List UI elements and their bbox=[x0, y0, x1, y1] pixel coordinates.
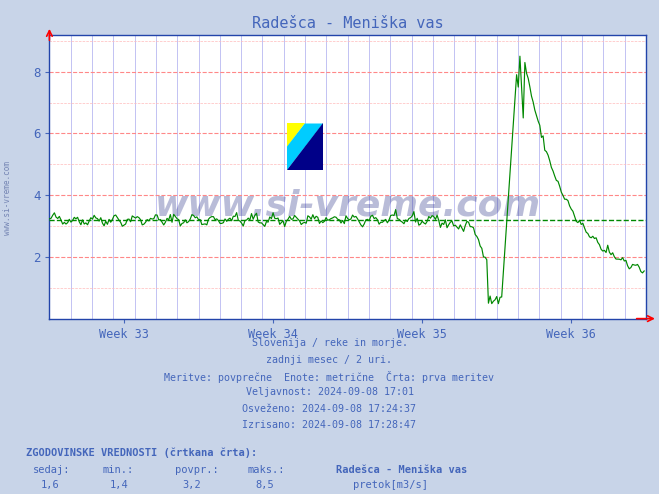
Text: maks.:: maks.: bbox=[247, 465, 285, 475]
Text: Izrisano: 2024-09-08 17:28:47: Izrisano: 2024-09-08 17:28:47 bbox=[243, 420, 416, 430]
Text: 8,5: 8,5 bbox=[255, 480, 273, 490]
Text: min.:: min.: bbox=[102, 465, 133, 475]
Text: 3,2: 3,2 bbox=[183, 480, 201, 490]
Text: ZGODOVINSKE VREDNOSTI (črtkana črta):: ZGODOVINSKE VREDNOSTI (črtkana črta): bbox=[26, 447, 258, 457]
Title: Radešca - Meniška vas: Radešca - Meniška vas bbox=[252, 16, 444, 31]
Text: www.si-vreme.com: www.si-vreme.com bbox=[155, 188, 540, 222]
Text: Radešca - Meniška vas: Radešca - Meniška vas bbox=[336, 465, 467, 475]
Text: Veljavnost: 2024-09-08 17:01: Veljavnost: 2024-09-08 17:01 bbox=[246, 387, 413, 397]
Text: Slovenija / reke in morje.: Slovenija / reke in morje. bbox=[252, 338, 407, 348]
Text: Osveženo: 2024-09-08 17:24:37: Osveženo: 2024-09-08 17:24:37 bbox=[243, 404, 416, 413]
Text: pretok[m3/s]: pretok[m3/s] bbox=[353, 480, 428, 490]
Text: 1,6: 1,6 bbox=[41, 480, 59, 490]
Polygon shape bbox=[287, 124, 323, 170]
Polygon shape bbox=[287, 124, 323, 170]
Text: zadnji mesec / 2 uri.: zadnji mesec / 2 uri. bbox=[266, 355, 393, 365]
Text: 1,4: 1,4 bbox=[110, 480, 129, 490]
Text: sedaj:: sedaj: bbox=[33, 465, 71, 475]
Text: Meritve: povprečne  Enote: metrične  Črta: prva meritev: Meritve: povprečne Enote: metrične Črta:… bbox=[165, 371, 494, 383]
Polygon shape bbox=[287, 124, 304, 147]
Text: www.si-vreme.com: www.si-vreme.com bbox=[3, 161, 13, 235]
Text: povpr.:: povpr.: bbox=[175, 465, 218, 475]
